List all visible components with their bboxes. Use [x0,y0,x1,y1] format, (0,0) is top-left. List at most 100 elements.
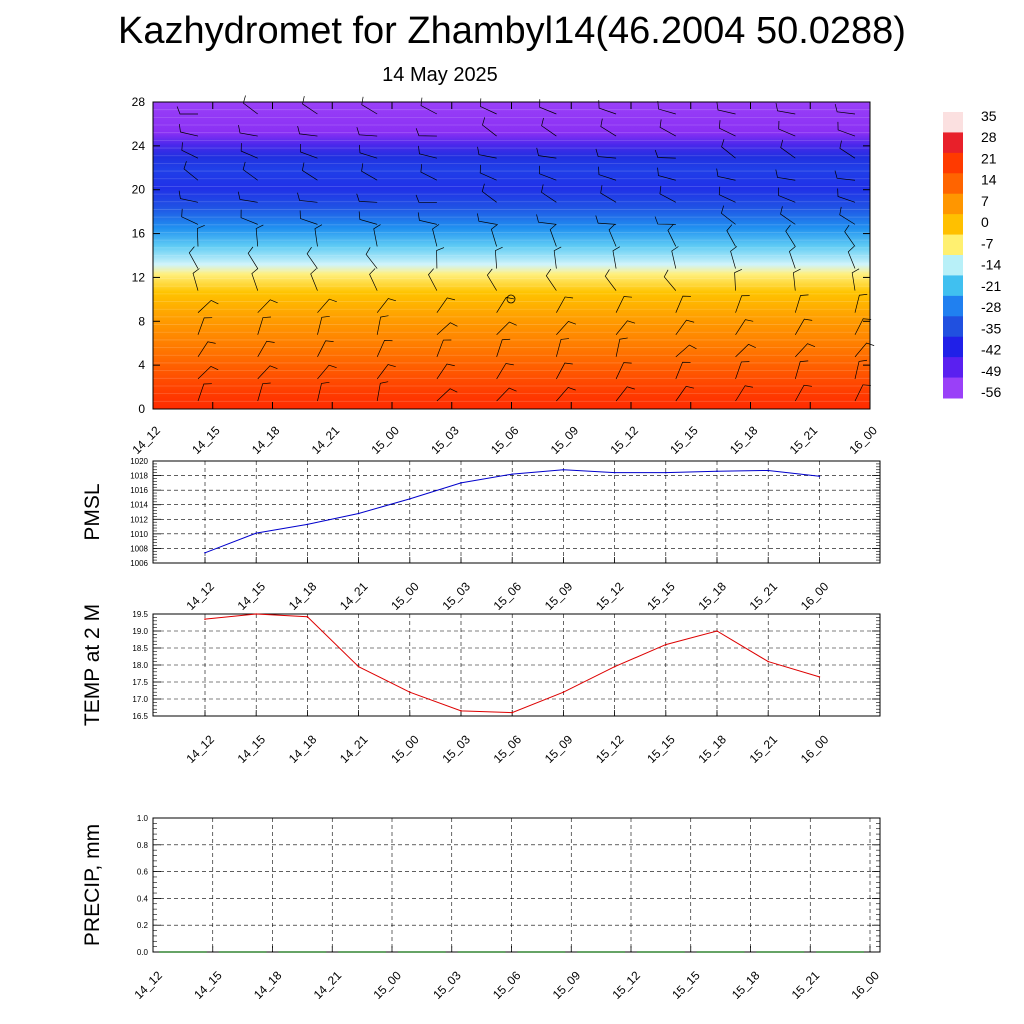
wind-barb [297,192,318,203]
precip-bar [278,951,327,953]
wind-barb [314,224,323,247]
wind-barb [197,341,216,358]
wind-barb [608,224,617,247]
wind-barb [794,384,812,402]
wind-barb [612,246,620,269]
wind-barb [192,268,200,291]
colorbar-label: 7 [981,193,989,209]
wind-barb [600,118,617,137]
colorbar-label: -42 [981,342,1001,358]
temp-2m-xtick-label: 15_03 [439,732,473,766]
wind-barb [600,185,617,203]
pmsl-xtick-label: 15_09 [542,579,576,613]
section-xtick-label: 15_00 [368,423,402,457]
section-xtick-label: 15_09 [548,423,582,457]
wind-barb [780,139,796,159]
temp-2m-ytick-label: 19.0 [132,627,148,636]
wind-barb [257,299,278,313]
pmsl-ytick-label: 1010 [130,530,148,539]
wind-barb [837,188,856,203]
wind-barb [240,143,258,159]
pmsl-point [716,470,718,473]
wind-barb [317,298,337,313]
section-xtick-label: 14_12 [129,423,163,457]
section-xtick-label: 15_06 [488,423,522,457]
wind-barb [735,295,750,313]
temp-2m-ytick-label: 16.5 [132,712,148,721]
wind-barb [775,169,796,181]
wind-barb [675,361,691,380]
wind-barb [716,168,736,181]
wind-barb [657,167,676,181]
section-ytick-label: 28 [132,95,146,109]
temp-2m-xtick-label: 15_00 [388,732,422,766]
colorbar-label: -7 [981,235,994,251]
section-xtick-label: 15_12 [607,423,641,457]
wind-barb [735,319,754,335]
wind-barb [376,298,397,313]
wind-barb [496,387,517,402]
precip-xtick-label: 15_15 [669,968,703,1002]
pmsl-xtick-label: 14_12 [183,579,217,613]
temp-2m-point [613,665,616,668]
precip-ytick-label: 0.4 [137,894,149,903]
pmsl-ytick-label: 1020 [130,457,148,466]
wind-barb [598,100,617,115]
temp-2m-xtick-label: 14_15 [235,732,269,766]
pmsl-xtick-label: 15_15 [644,579,678,613]
wind-barb [479,98,497,115]
wind-barb [356,127,378,137]
pmsl-xtick-label: 15_21 [747,579,781,613]
wind-barb [297,126,318,137]
calm-wind-marker [506,294,516,304]
wind-barb [415,128,437,137]
pmsl-xtick-label: 15_18 [695,579,729,613]
pmsl-point [613,471,616,474]
wind-barb [247,246,259,269]
precip-ytick-label: 0.8 [137,841,149,850]
colorbar-swatch [943,316,963,338]
wind-barb [300,143,318,159]
wind-barb [415,194,437,203]
wind-barb [301,162,318,181]
wind-barb [778,187,796,203]
wind-barb [654,149,676,159]
section-ytick-label: 4 [138,358,145,372]
colorbar-swatch [943,112,963,133]
pmsl-point [511,473,513,475]
wind-barb [844,224,856,247]
wind-barb [237,191,258,203]
wind-barb [365,247,378,269]
wind-barb [417,212,437,225]
wind-barb [654,216,676,225]
wind-barb [420,164,438,181]
wind-barb [361,163,378,181]
wind-barb [657,101,676,115]
wind-barb [785,224,796,247]
wind-barb [545,268,557,291]
wind-barb [257,382,271,402]
wind-barb [376,364,396,380]
wind-barb [420,97,438,115]
pmsl-frame [152,460,881,564]
temp-2m-xtick-label: 14_12 [183,732,217,766]
section-ytick-label: 12 [132,270,146,284]
temp-2m-ytick-label: 18.5 [132,644,148,653]
pmsl-xtick-label: 15_06 [491,579,525,613]
wind-barb [197,317,213,335]
wind-barb [257,365,278,380]
pmsl-ytick-label: 1018 [130,472,148,481]
precip-xtick-label: 15_06 [490,968,524,1002]
wind-barb [358,211,378,225]
temp-2m-point [306,615,309,618]
wind-barb [496,338,511,357]
wind-barb [556,320,577,336]
wind-barb [238,125,258,137]
wind-barb [735,385,754,402]
pmsl-point [306,523,309,526]
wind-barb [197,299,219,313]
pmsl-point [665,471,667,474]
wind-barb [257,316,271,335]
section-xtick-label: 15_03 [428,423,462,457]
